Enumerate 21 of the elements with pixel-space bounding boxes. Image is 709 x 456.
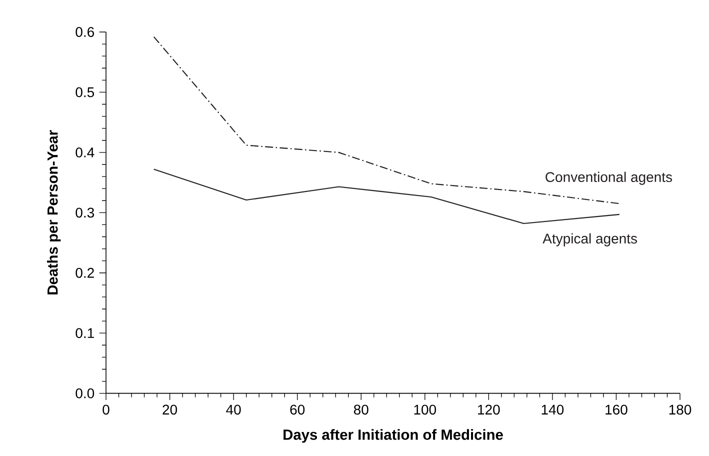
x-tick-label: 40: [226, 404, 241, 415]
x-tick-label: 20: [162, 404, 178, 415]
y-tick-label: 0.0: [76, 388, 94, 398]
x-tick-label: 60: [290, 404, 305, 415]
x-tick-label: 0: [102, 404, 110, 415]
y-tick-label: 0.1: [76, 328, 94, 338]
x-tick-label: 140: [542, 404, 564, 415]
y-tick-label: 0.2: [76, 268, 94, 278]
x-tick-label: 160: [606, 404, 628, 415]
y-tick-label: 0.5: [76, 87, 94, 98]
y-axis-title: Deaths per Person-Year: [47, 130, 61, 294]
series-label: Atypical agents: [542, 233, 638, 246]
y-tick-label: 0.3: [76, 208, 94, 218]
y-tick-label: 0.4: [76, 147, 94, 158]
x-tick-label: 180: [669, 404, 692, 415]
x-tick-label: 120: [478, 404, 500, 415]
series-label: Conventional agents: [546, 172, 672, 185]
x-tick-label: 100: [414, 404, 436, 415]
y-tick-label: 0.6: [76, 27, 94, 37]
x-tick-label: 80: [354, 404, 368, 415]
x-axis-title: Days after Initiation of Medicine: [284, 429, 503, 443]
